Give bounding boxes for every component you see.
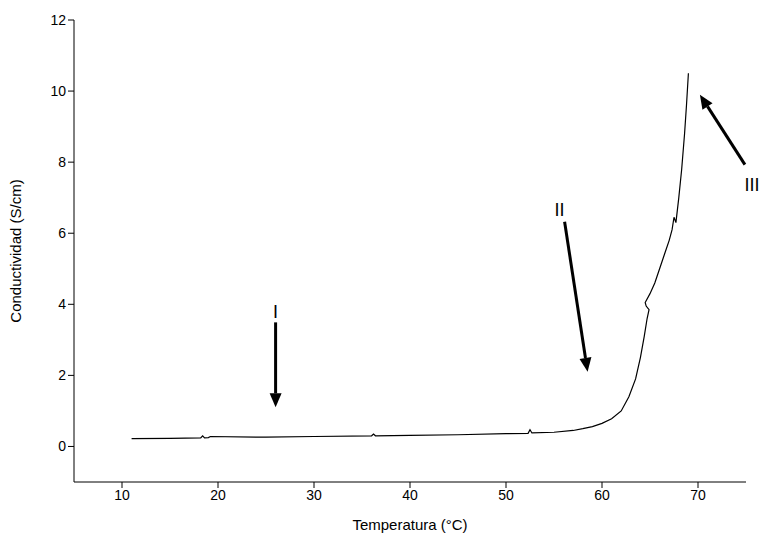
- svg-text:II: II: [555, 200, 565, 220]
- svg-text:Temperatura (°C): Temperatura (°C): [352, 516, 467, 533]
- svg-text:10: 10: [50, 83, 66, 99]
- svg-text:III: III: [744, 175, 759, 195]
- svg-text:70: 70: [690, 487, 706, 503]
- svg-text:60: 60: [594, 487, 610, 503]
- svg-text:40: 40: [402, 487, 418, 503]
- svg-text:12: 12: [50, 12, 66, 28]
- svg-text:8: 8: [58, 154, 66, 170]
- svg-text:Conductividad (S/cm): Conductividad (S/cm): [7, 179, 24, 322]
- svg-text:30: 30: [306, 487, 322, 503]
- svg-text:4: 4: [58, 296, 66, 312]
- svg-text:2: 2: [58, 367, 66, 383]
- svg-text:50: 50: [498, 487, 514, 503]
- svg-text:0: 0: [58, 438, 66, 454]
- svg-text:10: 10: [114, 487, 130, 503]
- svg-text:20: 20: [210, 487, 226, 503]
- svg-text:6: 6: [58, 225, 66, 241]
- svg-text:I: I: [273, 302, 278, 322]
